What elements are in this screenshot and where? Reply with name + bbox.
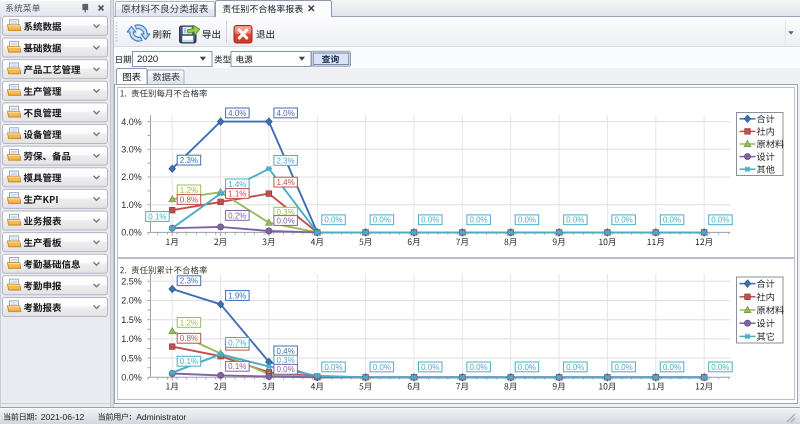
svg-text:0.0%: 0.0% — [615, 363, 633, 372]
svg-text:0.0%: 0.0% — [566, 216, 584, 225]
svg-text:2.0%: 2.0% — [121, 172, 142, 182]
svg-text:0.0%: 0.0% — [518, 363, 536, 372]
svg-text:0.0%: 0.0% — [469, 363, 487, 372]
svg-text:1.4%: 1.4% — [277, 178, 295, 187]
svg-text:4.0%: 4.0% — [121, 117, 142, 127]
svg-text:2.5%: 2.5% — [121, 277, 142, 287]
svg-text:0.0%: 0.0% — [663, 363, 681, 372]
svg-text:0.3%: 0.3% — [277, 208, 295, 217]
svg-text:0.0%: 0.0% — [121, 373, 142, 383]
svg-text:0.5%: 0.5% — [121, 353, 142, 363]
svg-text:2.3%: 2.3% — [180, 277, 198, 286]
svg-text:0.4%: 0.4% — [277, 347, 295, 356]
svg-text:0.0%: 0.0% — [469, 216, 487, 225]
svg-text:1.2%: 1.2% — [180, 186, 198, 195]
svg-text:0.0%: 0.0% — [421, 363, 439, 372]
svg-text:0.7%: 0.7% — [228, 338, 246, 347]
svg-text:0.1%: 0.1% — [180, 357, 198, 366]
svg-text:1.5%: 1.5% — [121, 315, 142, 325]
svg-text:0.0%: 0.0% — [663, 216, 681, 225]
svg-text:0.0%: 0.0% — [566, 363, 584, 372]
svg-text:0.0%: 0.0% — [324, 216, 342, 225]
svg-text:0.3%: 0.3% — [277, 356, 295, 365]
svg-text:0.0%: 0.0% — [121, 228, 142, 238]
svg-text:0.0%: 0.0% — [324, 363, 342, 372]
svg-text:0.0%: 0.0% — [615, 216, 633, 225]
svg-text:0.0%: 0.0% — [421, 216, 439, 225]
svg-text:2.0%: 2.0% — [121, 296, 142, 306]
svg-text:0.2%: 0.2% — [228, 211, 246, 220]
svg-text:0.0%: 0.0% — [711, 216, 729, 225]
svg-text:Administrator: Administrator — [136, 412, 186, 422]
svg-text:1.2%: 1.2% — [180, 318, 198, 327]
svg-text:0.8%: 0.8% — [180, 334, 198, 343]
svg-text:0.0%: 0.0% — [518, 216, 536, 225]
svg-text:2020: 2020 — [137, 54, 158, 65]
svg-text:4.0%: 4.0% — [228, 109, 246, 118]
svg-text:1.0%: 1.0% — [121, 200, 142, 210]
svg-text:1.9%: 1.9% — [228, 291, 246, 300]
svg-text:0.0%: 0.0% — [277, 216, 295, 225]
svg-text:0.1%: 0.1% — [228, 362, 246, 371]
svg-text::: : — [129, 411, 132, 421]
svg-text:0.1%: 0.1% — [148, 212, 166, 221]
svg-text:0.0%: 0.0% — [373, 363, 391, 372]
svg-text:0.0%: 0.0% — [373, 216, 391, 225]
svg-text::: : — [35, 411, 38, 421]
svg-text:2.3%: 2.3% — [180, 156, 198, 165]
svg-text:1.4%: 1.4% — [228, 180, 246, 189]
svg-text:0.8%: 0.8% — [180, 195, 198, 204]
svg-text:4.0%: 4.0% — [277, 109, 295, 118]
svg-text:1.0%: 1.0% — [121, 334, 142, 344]
svg-text:3.0%: 3.0% — [121, 145, 142, 155]
svg-text:1.1%: 1.1% — [228, 189, 246, 198]
svg-text:2021-06-12: 2021-06-12 — [41, 412, 85, 422]
svg-text:0.0%: 0.0% — [277, 365, 295, 374]
svg-text:0.0%: 0.0% — [711, 363, 729, 372]
svg-text:2.3%: 2.3% — [277, 156, 295, 165]
